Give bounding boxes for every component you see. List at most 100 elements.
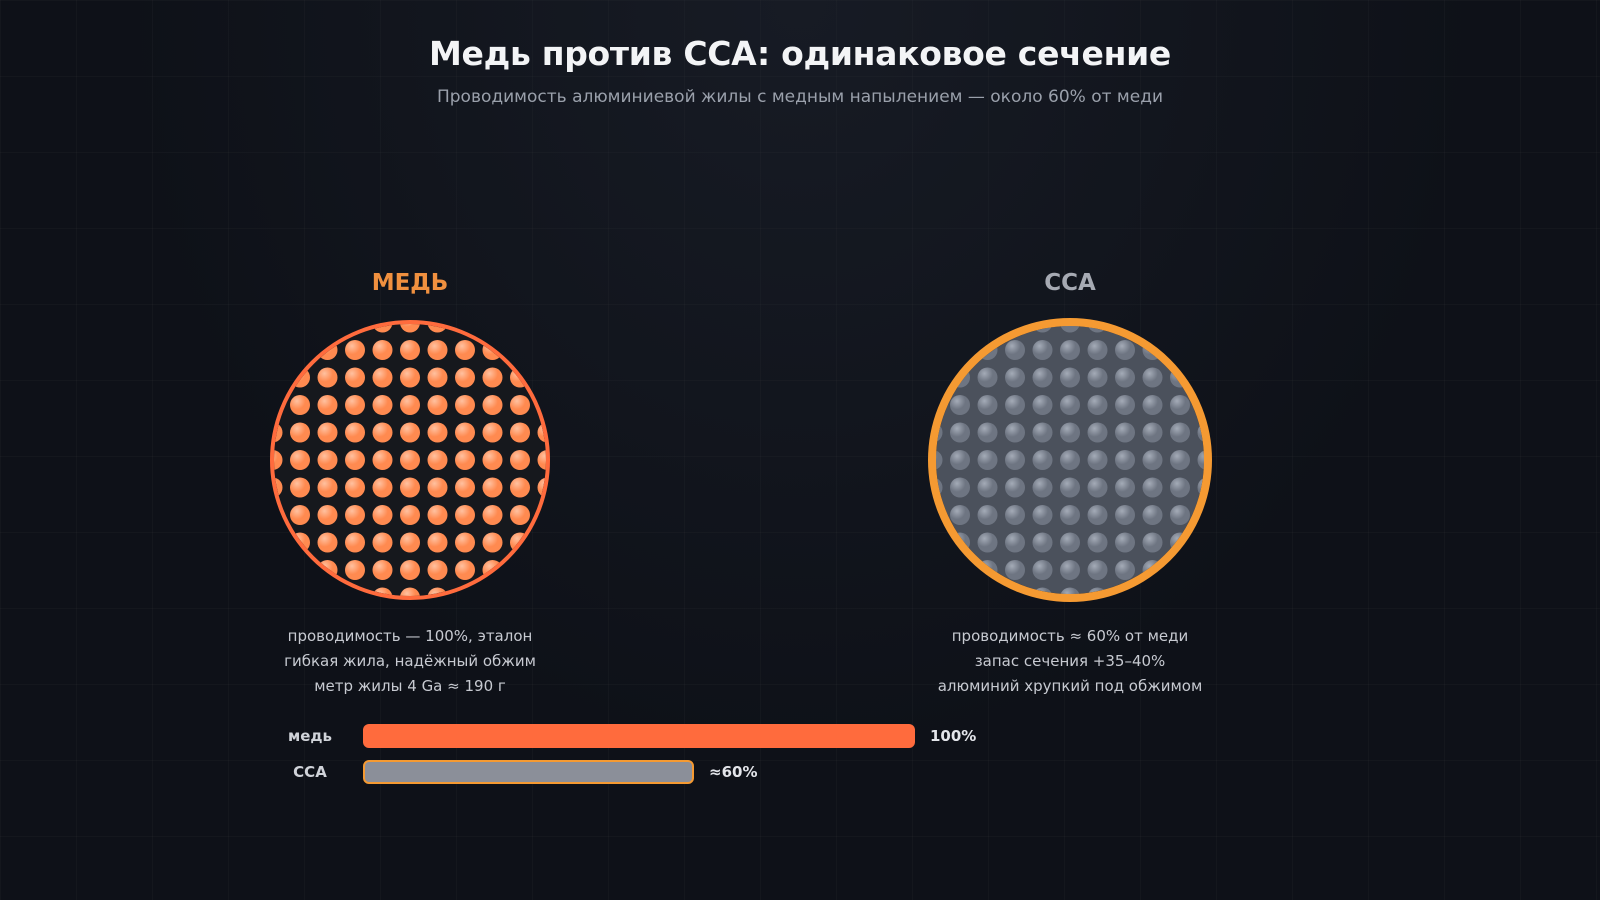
cca-strand bbox=[1032, 505, 1053, 525]
cca-strand bbox=[977, 477, 998, 498]
cca-strand bbox=[977, 422, 998, 443]
copper-strand bbox=[372, 532, 393, 553]
cca-strand bbox=[950, 477, 970, 498]
cca-strand bbox=[1060, 395, 1080, 415]
copper-strand bbox=[400, 450, 420, 470]
copper-strand bbox=[427, 422, 448, 443]
copper-strand bbox=[482, 422, 503, 443]
cca-strand bbox=[1115, 477, 1135, 498]
copper-strand bbox=[345, 367, 365, 388]
cca-strand bbox=[1032, 395, 1053, 415]
copper-strand bbox=[317, 532, 338, 553]
cca-strand bbox=[1087, 477, 1108, 498]
copper-strand bbox=[290, 505, 310, 525]
cca-strand bbox=[1087, 367, 1108, 388]
copper-strand bbox=[317, 450, 338, 470]
copper-ring bbox=[270, 320, 550, 600]
cca-strand bbox=[1170, 477, 1190, 498]
copper-bar-track bbox=[363, 724, 915, 748]
copper-strand bbox=[372, 477, 393, 498]
cca-strand bbox=[1005, 450, 1025, 470]
cca-strand bbox=[1032, 367, 1053, 388]
cca-strand bbox=[1087, 422, 1108, 443]
copper-strand bbox=[427, 560, 448, 580]
copper-strand bbox=[510, 450, 530, 470]
cca-strand bbox=[1197, 450, 1204, 470]
cca-strand bbox=[1170, 395, 1190, 415]
copper-strand bbox=[345, 505, 365, 525]
copper-strand bbox=[455, 422, 475, 443]
cca-strand bbox=[950, 505, 970, 525]
copper-note-2: гибкая жила, надёжный обжим bbox=[284, 652, 536, 670]
copper-strand bbox=[427, 340, 448, 360]
copper-strand bbox=[290, 395, 310, 415]
cca-strand bbox=[1032, 450, 1053, 470]
cca-strand bbox=[1170, 505, 1190, 525]
cca-strand bbox=[1142, 532, 1163, 553]
copper-strand bbox=[427, 450, 448, 470]
copper-strand bbox=[372, 340, 393, 360]
cca-strand bbox=[1087, 395, 1108, 415]
cca-notes: проводимость ≈ 60% от меди запас сечения… bbox=[860, 624, 1280, 699]
copper-strand bbox=[400, 422, 420, 443]
copper-wire-cross-section bbox=[200, 310, 620, 610]
cca-strand bbox=[1032, 532, 1053, 553]
conductivity-bars: медь 100% CCA ≈60% bbox=[280, 722, 1040, 794]
cca-strand bbox=[1115, 340, 1135, 360]
copper-strand bbox=[317, 505, 338, 525]
cca-wire-graphic bbox=[928, 318, 1212, 602]
cca-strand bbox=[1115, 505, 1135, 525]
cca-strand bbox=[936, 450, 943, 470]
cca-strand bbox=[1115, 395, 1135, 415]
copper-strand bbox=[455, 340, 475, 360]
cca-note-3: алюминий хрупкий под обжимом bbox=[937, 677, 1203, 695]
copper-notes: проводимость — 100%, эталон гибкая жила,… bbox=[200, 624, 620, 699]
cca-strand bbox=[1170, 422, 1190, 443]
copper-strand bbox=[427, 505, 448, 525]
copper-strand bbox=[274, 450, 283, 470]
copper-strand bbox=[345, 422, 365, 443]
copper-strand bbox=[317, 395, 338, 415]
cca-strand bbox=[1060, 505, 1080, 525]
copper-strand bbox=[400, 395, 420, 415]
copper-strand bbox=[372, 560, 393, 580]
cca-strand bbox=[1060, 477, 1080, 498]
cca-strand bbox=[1032, 422, 1053, 443]
cca-strand bbox=[1115, 367, 1135, 388]
header: Медь против CCA: одинаковое сечение Пров… bbox=[0, 34, 1600, 107]
cca-strand bbox=[1005, 367, 1025, 388]
cca-strand bbox=[1087, 505, 1108, 525]
cca-strand bbox=[1005, 340, 1025, 360]
copper-strand bbox=[372, 395, 393, 415]
cca-strand bbox=[1060, 326, 1080, 333]
copper-strand bbox=[455, 450, 475, 470]
copper-strand bbox=[400, 477, 420, 498]
copper-strand bbox=[317, 477, 338, 498]
copper-strand bbox=[345, 450, 365, 470]
cca-bar-label: CCA bbox=[293, 763, 327, 781]
copper-strand bbox=[400, 324, 420, 333]
cca-strand bbox=[1005, 560, 1025, 580]
copper-strand bbox=[510, 395, 530, 415]
copper-strand bbox=[455, 367, 475, 388]
copper-panel: МЕДЬ проводимость — 100%, эталон гибкая … bbox=[200, 268, 620, 699]
copper-strand bbox=[427, 367, 448, 388]
cca-strand bbox=[1115, 560, 1135, 580]
copper-note-3: метр жилы 4 Ga ≈ 190 г bbox=[314, 677, 506, 695]
cca-strand bbox=[1087, 560, 1108, 580]
cca-strand bbox=[1032, 477, 1053, 498]
copper-strand bbox=[400, 340, 420, 360]
cca-strand bbox=[950, 450, 970, 470]
copper-strand bbox=[482, 505, 503, 525]
copper-bar-row: медь 100% bbox=[280, 722, 1040, 750]
copper-strand bbox=[400, 587, 420, 596]
copper-strand bbox=[537, 450, 546, 470]
copper-strand bbox=[345, 532, 365, 553]
copper-note-1: проводимость — 100%, эталон bbox=[287, 627, 533, 645]
page-subtitle: Проводимость алюминиевой жилы с медным н… bbox=[436, 87, 1164, 107]
copper-strand bbox=[372, 367, 393, 388]
cca-bar-fill bbox=[363, 760, 694, 784]
cca-strand bbox=[1142, 422, 1163, 443]
cca-strand bbox=[1087, 532, 1108, 553]
cca-strand bbox=[1142, 395, 1163, 415]
